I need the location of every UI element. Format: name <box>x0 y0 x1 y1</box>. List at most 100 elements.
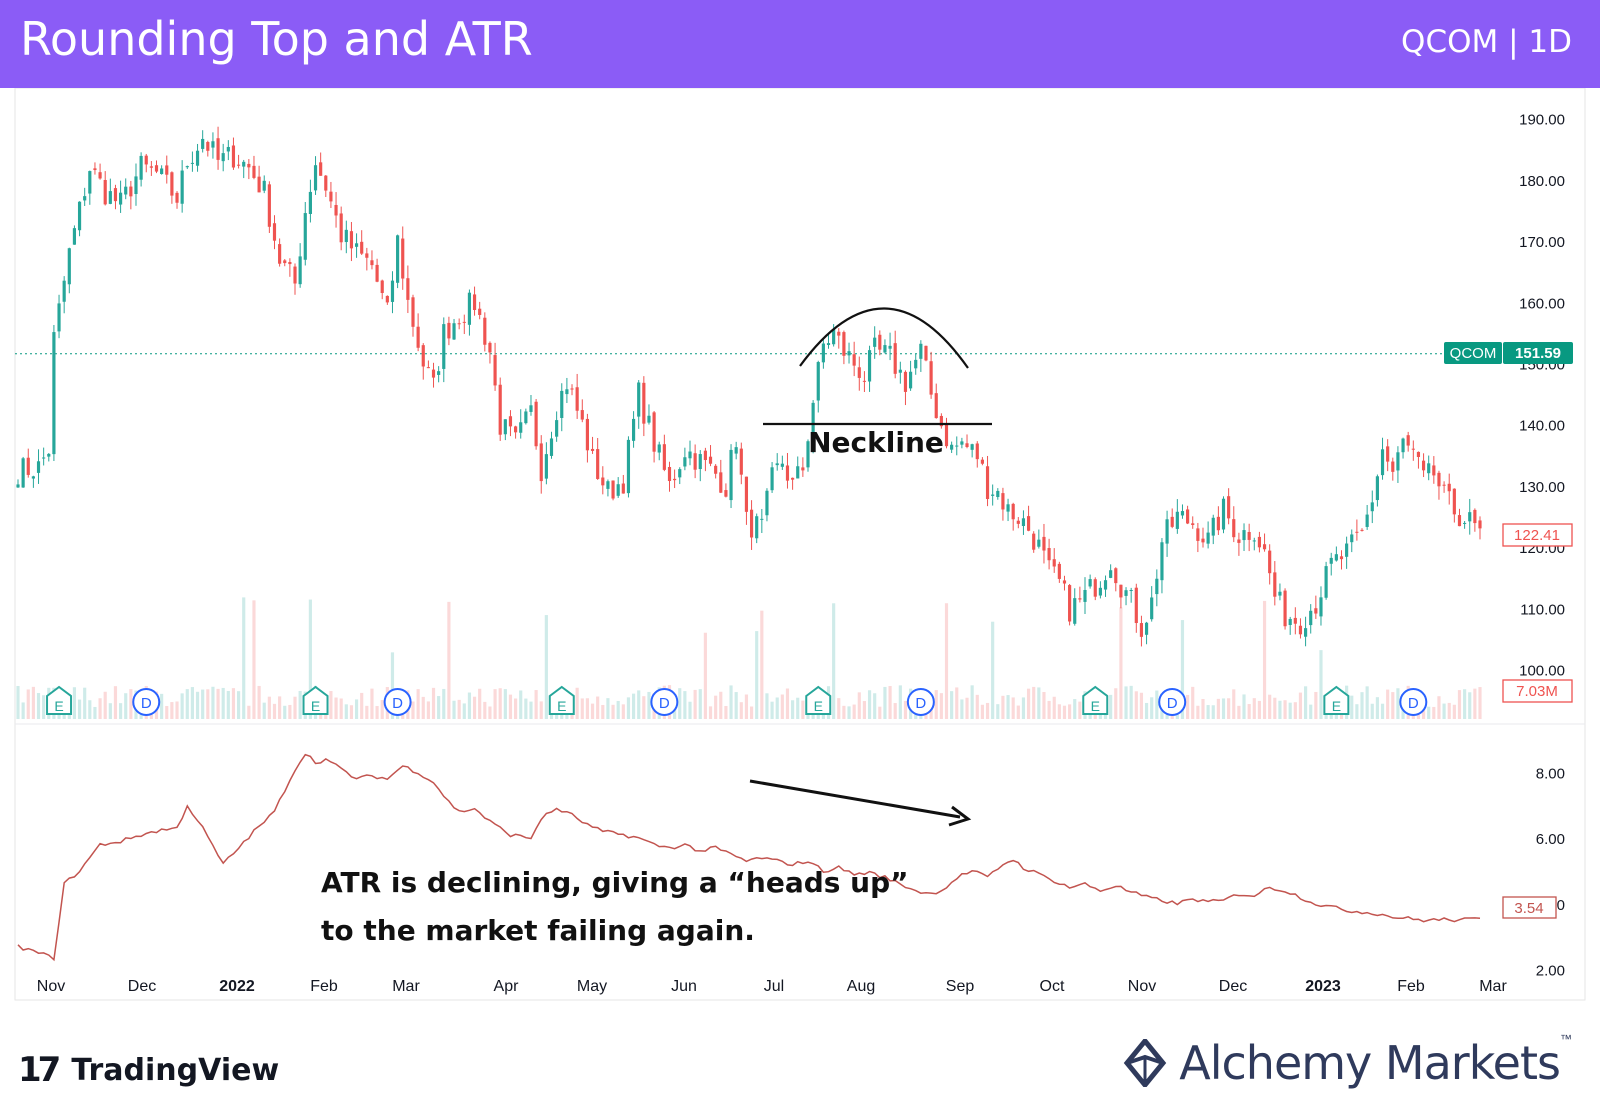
candlestick-series <box>16 126 1482 647</box>
candle-down <box>739 442 743 485</box>
earnings-marker[interactable]: E <box>548 685 575 715</box>
earnings-marker[interactable]: E <box>1082 685 1109 715</box>
candle-down <box>283 259 287 267</box>
candle-up <box>1150 586 1154 622</box>
volume-bar <box>354 699 359 719</box>
volume-bar <box>1052 696 1056 719</box>
time-tick-label: Jun <box>671 978 697 995</box>
candle-up <box>1350 529 1354 553</box>
earnings-marker[interactable]: E <box>805 685 832 715</box>
time-tick-label: May <box>577 978 607 995</box>
volume-bar <box>195 691 200 719</box>
candle-down <box>1001 487 1005 521</box>
candle-down <box>642 376 646 437</box>
dividend-marker[interactable]: D <box>906 688 935 716</box>
volume-bar <box>1221 698 1226 719</box>
atr-trend-arrow <box>749 779 961 819</box>
dividend-marker[interactable]: D <box>650 688 679 716</box>
volume-bar <box>1278 700 1282 719</box>
candle-down <box>801 457 805 477</box>
alchemy-markets-logo[interactable]: Alchemy Markets ™ <box>1123 1032 1572 1090</box>
volume-bar <box>688 701 692 719</box>
svg-text:D: D <box>915 695 926 712</box>
candle-down <box>1057 561 1061 583</box>
volume-bar <box>88 700 92 719</box>
volume-bar <box>755 631 759 719</box>
volume-bar <box>31 686 35 719</box>
volume-bar <box>170 702 174 719</box>
candle-up <box>47 453 51 462</box>
candle-up <box>996 488 1000 500</box>
volume-bar <box>862 701 867 719</box>
volume-bar <box>1042 691 1046 719</box>
volume-bar <box>1021 697 1026 719</box>
volume-bar <box>1109 694 1113 719</box>
volume-bar <box>1468 692 1472 719</box>
dividend-marker[interactable]: D <box>1158 688 1187 716</box>
candle-down <box>98 163 102 180</box>
volume-bar <box>437 696 441 719</box>
candle-down <box>324 174 328 198</box>
volume-bar <box>1370 703 1374 719</box>
candle-up <box>1345 536 1349 569</box>
volume-bar <box>242 597 246 719</box>
volume-bar <box>785 688 790 719</box>
candle-down <box>149 161 153 176</box>
candle-down <box>1139 615 1144 647</box>
volume-bar <box>519 690 523 719</box>
dividend-marker[interactable]: D <box>383 688 412 716</box>
volume-bar <box>693 689 697 719</box>
candle-up <box>1242 523 1246 551</box>
dividend-marker[interactable]: D <box>132 688 161 716</box>
volume-bar <box>226 691 230 719</box>
dividend-marker[interactable]: D <box>1399 688 1428 716</box>
candle-down <box>170 171 174 204</box>
candle-up <box>616 477 620 498</box>
candle-down <box>708 445 713 467</box>
tradingview-logo[interactable]: 17 TradingView <box>18 1050 279 1090</box>
candle-up <box>242 159 246 179</box>
volume-bar <box>216 688 220 719</box>
earnings-marker[interactable]: E <box>302 685 329 715</box>
svg-text:D: D <box>659 695 670 712</box>
volume-bar <box>744 694 749 719</box>
volume-bar <box>457 699 461 719</box>
candle-up <box>1309 604 1313 634</box>
earnings-marker[interactable]: E <box>1323 685 1350 715</box>
candle-up <box>898 361 902 384</box>
candle-down <box>714 464 718 479</box>
volume-bar <box>1047 700 1051 719</box>
candle-down <box>837 328 841 349</box>
candle-down <box>724 483 728 498</box>
volume-bar <box>796 697 800 719</box>
candle-up <box>909 360 913 391</box>
volume-bar <box>493 689 497 719</box>
candle-down <box>924 345 928 362</box>
candle-up <box>888 332 892 361</box>
candle-down <box>411 294 415 337</box>
candle-down <box>862 371 867 393</box>
candle-up <box>119 180 123 213</box>
chart-frame <box>14 88 1586 1001</box>
volume-bar <box>1309 704 1313 719</box>
volume-bar <box>278 696 282 719</box>
svg-text:E: E <box>814 698 823 714</box>
volume-bar <box>719 691 723 719</box>
volume-bar <box>108 703 112 719</box>
earnings-marker[interactable]: E <box>46 685 73 715</box>
svg-text:D: D <box>1408 695 1419 712</box>
volume-bar <box>1350 695 1354 719</box>
candle-up <box>36 449 41 484</box>
candle-up <box>955 436 959 456</box>
volume-bar <box>308 599 312 719</box>
candle-up <box>1160 538 1164 594</box>
chart-canvas[interactable]: 100.00110.00120.00130.00140.00150.00160.… <box>0 88 1600 1010</box>
candle-up <box>52 324 56 462</box>
volume-bar <box>950 691 954 719</box>
candle-up <box>1165 510 1169 557</box>
candle-up <box>698 450 702 482</box>
chart-title: Rounding Top and ATR <box>20 12 533 66</box>
volume-bar <box>360 692 364 719</box>
candle-up <box>139 152 143 187</box>
candle-up <box>1468 498 1472 535</box>
